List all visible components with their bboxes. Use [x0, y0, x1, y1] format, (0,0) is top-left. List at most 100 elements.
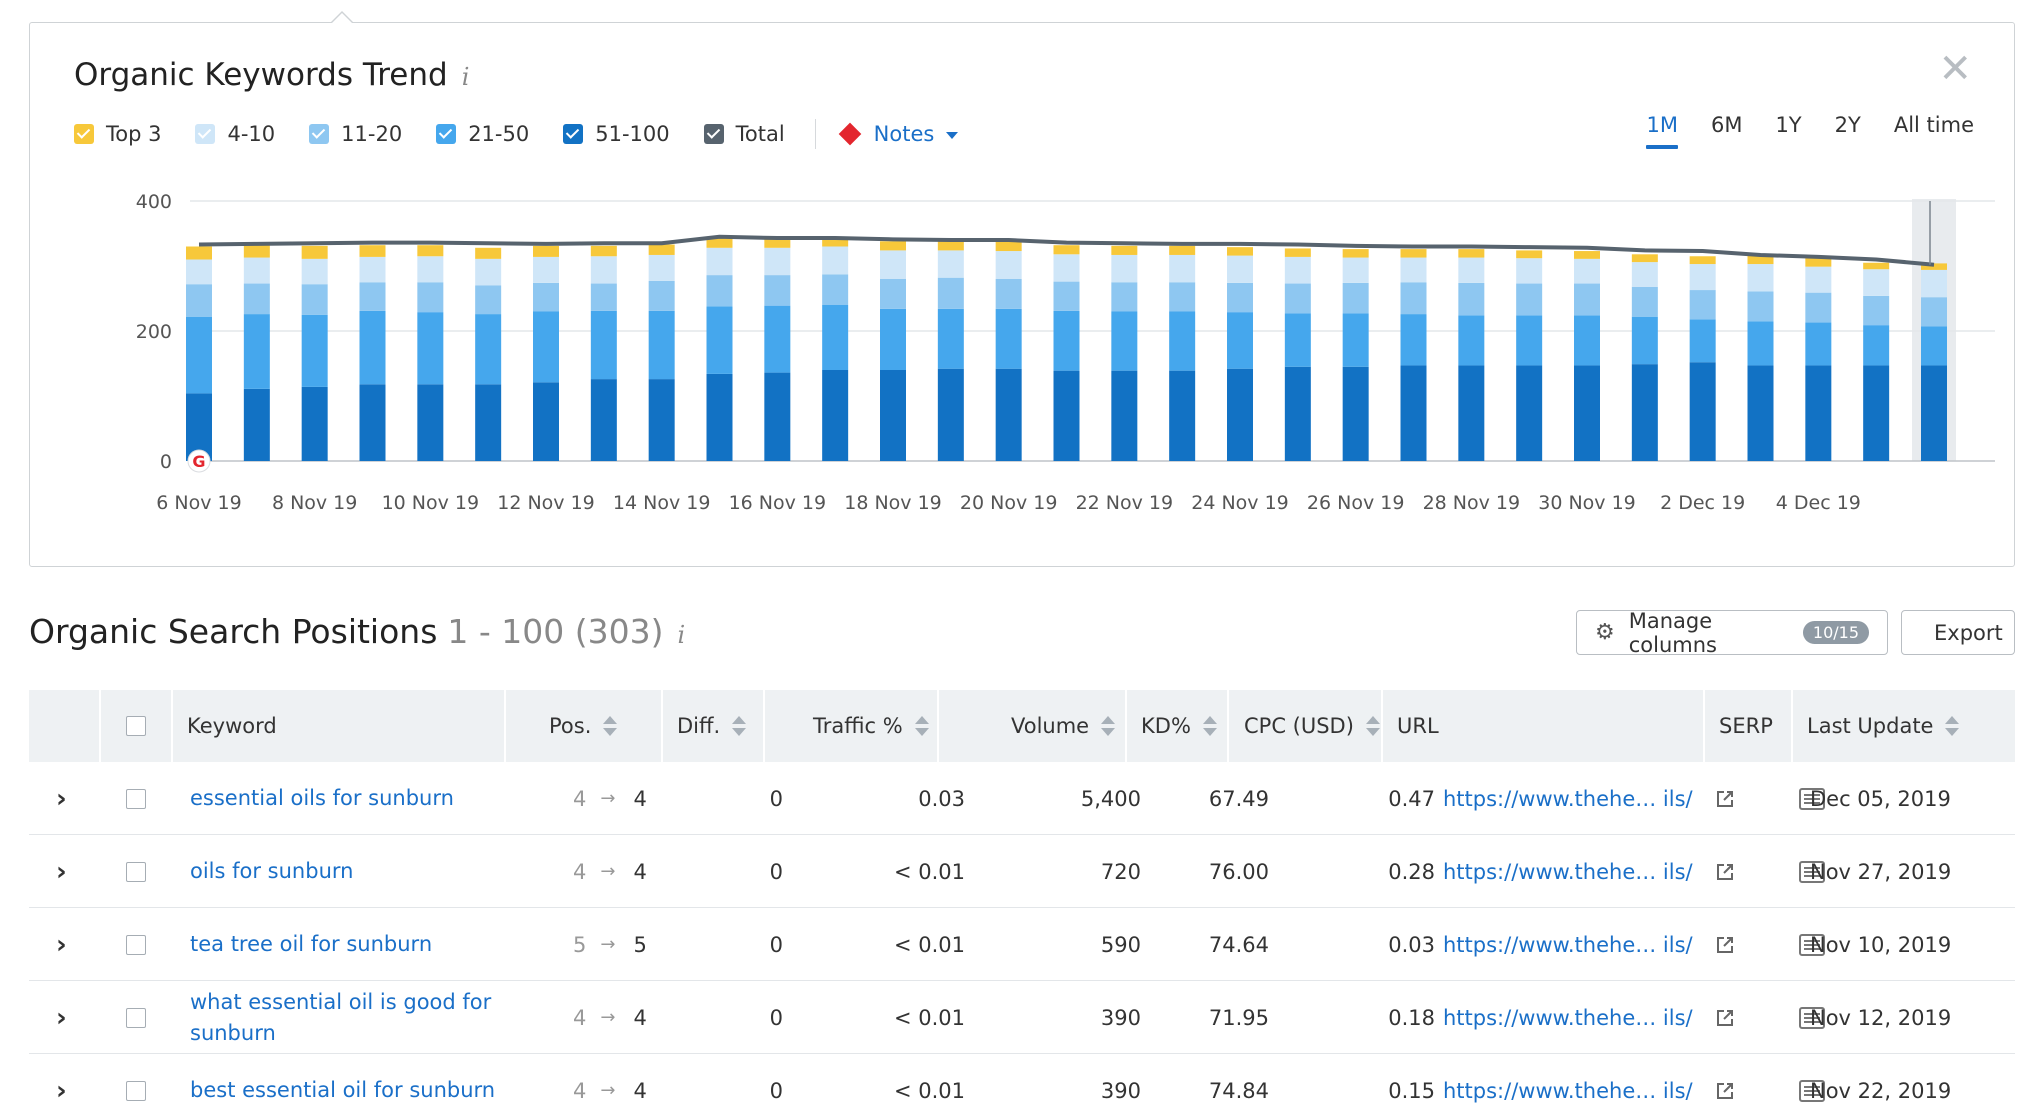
col-diff[interactable]: Diff.: [677, 690, 747, 762]
x-tick-label: 2 Dec 19: [1660, 492, 1745, 514]
col-kd[interactable]: KD%: [1141, 690, 1217, 762]
last-update-cell: Nov 10, 2019: [1810, 908, 1951, 981]
col-keyword[interactable]: Keyword: [187, 690, 277, 762]
info-icon[interactable]: i: [677, 621, 686, 649]
volume-cell: 590: [937, 908, 1141, 981]
chevron-right-icon[interactable]: ›: [56, 856, 67, 887]
bar-segment: [1400, 314, 1427, 366]
external-link-icon[interactable]: [1715, 1081, 1735, 1101]
serp-snapshot-icon[interactable]: [1799, 860, 1825, 883]
close-icon[interactable]: ✕: [1938, 46, 1972, 92]
row-checkbox[interactable]: [126, 1007, 146, 1028]
col-serp[interactable]: SERP: [1719, 690, 1773, 762]
bar-segment: [1805, 292, 1832, 323]
chevron-right-icon[interactable]: ›: [56, 783, 67, 814]
serp-snapshot-icon[interactable]: [1799, 1006, 1825, 1029]
tab-1y[interactable]: 1Y: [1775, 113, 1802, 137]
notes-dropdown[interactable]: Notes: [838, 122, 959, 146]
bar-segment: [1921, 269, 1947, 298]
keyword-link[interactable]: oils for sunburn: [190, 859, 354, 883]
legend-item-51-100[interactable]: 51-100: [563, 122, 670, 146]
info-icon[interactable]: i: [461, 63, 470, 91]
col-volume[interactable]: Volume: [1011, 690, 1116, 762]
serp-snapshot-icon[interactable]: [1799, 1079, 1825, 1102]
bar-segment: [706, 373, 733, 461]
bar-segment: [995, 241, 1022, 252]
legend-label: 11-20: [341, 122, 403, 146]
chevron-right-icon[interactable]: ›: [56, 1075, 67, 1106]
external-link-icon[interactable]: [1715, 789, 1735, 809]
col-pos[interactable]: Pos.: [549, 690, 618, 762]
row-checkbox[interactable]: [126, 1080, 146, 1101]
checkbox-checked-icon: [309, 124, 330, 144]
row-checkbox[interactable]: [126, 788, 146, 809]
bar-segment: [764, 238, 791, 248]
keyword-link[interactable]: best essential oil for sunburn: [190, 1078, 496, 1102]
export-button[interactable]: Export: [1901, 610, 2015, 655]
bar-segment: [937, 250, 964, 278]
url-link[interactable]: https://www.thehe… ils/: [1443, 1078, 1693, 1103]
row-checkbox[interactable]: [126, 861, 146, 882]
chevron-right-icon[interactable]: ›: [56, 1002, 67, 1033]
select-all-checkbox[interactable]: [126, 716, 146, 736]
bar-segment: [1342, 282, 1369, 314]
manage-columns-label: Manage columns: [1628, 608, 1717, 657]
col-traffic[interactable]: Traffic %: [813, 690, 929, 762]
bar-segment: [706, 247, 733, 276]
bar-segment: [1631, 262, 1658, 287]
bar-segment: [648, 280, 675, 311]
bar-segment: [1516, 283, 1543, 316]
bar-segment: [1516, 315, 1543, 366]
legend-item-total[interactable]: Total: [703, 122, 785, 146]
trend-chart[interactable]: 0 200 400 6 Nov 19 8 Nov 19 10 Nov 19 12 Nov 1…: [30, 23, 2016, 568]
tab-1m[interactable]: 1M: [1646, 113, 1679, 149]
bar-segment: [475, 314, 502, 385]
bar-segment: [1631, 254, 1658, 263]
legend-item-11-20[interactable]: 11-20: [309, 122, 402, 146]
bar-segment: [243, 245, 270, 258]
x-tick-label: 22 Nov 19: [1076, 492, 1174, 514]
chevron-right-icon[interactable]: ›: [56, 929, 67, 960]
external-link-cell: [1715, 762, 1735, 835]
col-url[interactable]: URL: [1397, 690, 1439, 762]
bar-segment: [822, 237, 849, 247]
external-link-icon[interactable]: [1715, 862, 1735, 882]
previous-position: 4: [573, 1078, 587, 1103]
bar-segment: [359, 384, 386, 461]
volume-cell: 390: [937, 1054, 1141, 1119]
current-position: 4: [633, 1078, 647, 1103]
bar-segment: [706, 306, 733, 374]
x-tick-label: 6 Nov 19: [156, 492, 241, 514]
tab-6m[interactable]: 6M: [1710, 113, 1743, 137]
diff-cell: 0: [663, 981, 783, 1054]
cpc-cell: 0.47: [1227, 762, 1435, 835]
keyword-link[interactable]: tea tree oil for sunburn: [190, 932, 433, 956]
legend-item-top3[interactable]: Top 3: [74, 122, 161, 146]
bar-segment: [1574, 283, 1600, 316]
trend-title: Organic Keywords Trend i: [74, 57, 469, 93]
url-link[interactable]: https://www.thehe… ils/: [1443, 859, 1693, 884]
row-checkbox[interactable]: [126, 934, 146, 955]
col-last-update[interactable]: Last Update: [1807, 690, 1960, 762]
table-row: › best essential oil for sunburn 4 → 4 0 <…: [29, 1054, 2015, 1119]
serp-snapshot-icon[interactable]: [1799, 933, 1825, 956]
keyword-link[interactable]: what essential oil is good for sunburn: [190, 989, 492, 1045]
bar-segment: [1342, 249, 1369, 258]
bar-segment: [417, 282, 444, 313]
bar-segment: [301, 284, 328, 315]
header-divider: [1227, 690, 1229, 762]
url-link[interactable]: https://www.thehe… ils/: [1443, 1005, 1693, 1030]
manage-columns-button[interactable]: ⚙ Manage columns 10/15: [1576, 608, 1888, 657]
external-link-icon[interactable]: [1715, 1008, 1735, 1028]
keyword-link[interactable]: essential oils for sunburn: [190, 786, 454, 810]
url-link[interactable]: https://www.thehe… ils/: [1443, 786, 1693, 811]
tab-all-time[interactable]: All time: [1893, 113, 1974, 137]
tab-2y[interactable]: 2Y: [1834, 113, 1861, 137]
cpc-cell: 0.28: [1227, 835, 1435, 908]
legend-item-4-10[interactable]: 4-10: [195, 122, 275, 146]
url-link[interactable]: https://www.thehe… ils/: [1443, 932, 1693, 957]
col-cpc[interactable]: CPC (USD): [1244, 690, 1380, 762]
serp-snapshot-icon[interactable]: [1799, 787, 1825, 810]
legend-item-21-50[interactable]: 21-50: [436, 122, 529, 146]
external-link-icon[interactable]: [1715, 935, 1735, 955]
